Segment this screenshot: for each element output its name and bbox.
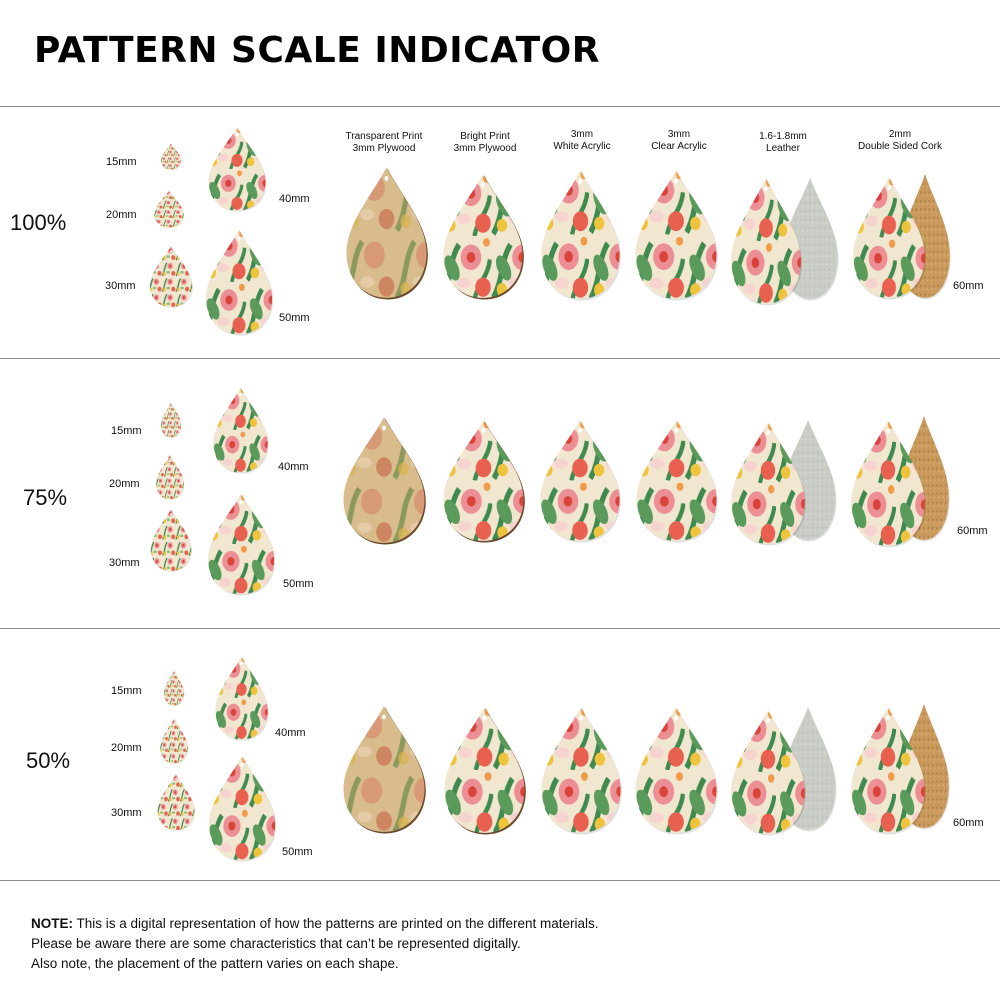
drop-50mm-sample <box>208 755 277 862</box>
material-header-leather: 1.6-1.8mm Leather <box>759 131 807 154</box>
divider-top <box>0 106 1000 107</box>
note-line-1: This is a digital representation of how … <box>73 916 599 931</box>
drop-transparent-plywood <box>343 417 426 545</box>
drop-15mm-sample <box>160 402 182 438</box>
drop-bright-plywood <box>444 707 526 835</box>
drop-bright-plywood <box>443 174 524 300</box>
size-label-30mm: 30mm <box>111 807 142 819</box>
drop-15mm-sample <box>160 143 182 170</box>
drop-cork <box>851 707 926 835</box>
drop-clear-acrylic <box>635 170 718 301</box>
drop-50mm-sample <box>207 493 276 596</box>
drop-40mm-sample <box>215 656 269 741</box>
drop-40mm-sample <box>208 127 267 212</box>
scale-label-75: 75% <box>23 485 68 510</box>
drop-cork <box>853 177 927 300</box>
note-block: NOTE: This is a digital representation o… <box>31 914 971 974</box>
size-label-60mm: 60mm <box>957 525 988 537</box>
scale-label-50: 50% <box>26 748 71 773</box>
material-header-transparent-plywood: Transparent Print 3mm Plywood <box>345 131 423 154</box>
drop-20mm-sample <box>156 454 185 500</box>
page-title: PATTERN SCALE INDICATOR <box>34 30 601 71</box>
drop-clear-acrylic <box>636 420 718 543</box>
drop-leather <box>731 710 806 836</box>
material-header-clear-acrylic: 3mm Clear Acrylic <box>651 129 707 152</box>
size-label-20mm: 20mm <box>106 209 137 221</box>
drop-white-acrylic <box>541 707 622 835</box>
drop-20mm-sample <box>160 718 189 764</box>
size-label-30mm: 30mm <box>109 557 140 569</box>
size-label-30mm: 30mm <box>105 280 136 292</box>
divider-bottom <box>0 880 1000 881</box>
note-line-3: Also note, the placement of the pattern … <box>31 956 399 971</box>
note-line-2: Please be aware there are some character… <box>31 936 521 951</box>
note-label: NOTE: <box>31 916 73 931</box>
size-label-20mm: 20mm <box>111 742 142 754</box>
size-label-50mm: 50mm <box>279 312 310 324</box>
drop-white-acrylic <box>541 170 621 301</box>
drop-leather <box>731 178 803 306</box>
drop-white-acrylic <box>540 420 621 543</box>
size-label-60mm: 60mm <box>953 280 984 292</box>
size-label-50mm: 50mm <box>282 846 313 858</box>
divider-row-1 <box>0 358 1000 359</box>
drop-20mm-sample <box>154 190 185 228</box>
drop-30mm-sample <box>157 773 195 831</box>
size-label-60mm: 60mm <box>953 817 984 829</box>
drop-15mm-sample <box>163 670 185 706</box>
material-header-white-acrylic: 3mm White Acrylic <box>553 129 611 152</box>
drop-transparent-plywood <box>346 167 428 300</box>
material-header-bright-plywood: Bright Print 3mm Plywood <box>453 131 517 154</box>
size-label-40mm: 40mm <box>278 461 309 473</box>
divider-row-2 <box>0 628 1000 629</box>
drop-30mm-sample <box>149 246 193 308</box>
drop-40mm-sample <box>213 387 269 474</box>
size-label-20mm: 20mm <box>109 478 140 490</box>
material-header-cork: 2mm Double Sided Cork <box>858 129 942 152</box>
drop-clear-acrylic <box>635 707 718 835</box>
size-label-50mm: 50mm <box>283 578 314 590</box>
size-label-15mm: 15mm <box>111 425 142 437</box>
drop-transparent-plywood <box>343 706 426 834</box>
scale-label-100: 100% <box>10 210 67 235</box>
size-label-40mm: 40mm <box>275 727 306 739</box>
drop-leather <box>731 422 806 546</box>
size-label-15mm: 15mm <box>106 156 137 168</box>
drop-50mm-sample <box>205 229 274 336</box>
drop-cork <box>851 420 926 548</box>
size-label-40mm: 40mm <box>279 193 310 205</box>
drop-30mm-sample <box>150 509 192 572</box>
size-label-15mm: 15mm <box>111 685 142 697</box>
drop-bright-plywood <box>443 420 525 543</box>
